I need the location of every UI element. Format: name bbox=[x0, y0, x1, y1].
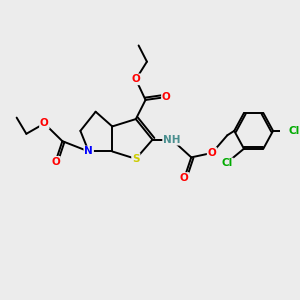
Text: N: N bbox=[84, 146, 93, 157]
Text: O: O bbox=[131, 74, 140, 84]
Text: Cl: Cl bbox=[222, 158, 233, 168]
Text: Cl: Cl bbox=[288, 126, 299, 136]
Text: O: O bbox=[162, 92, 171, 102]
Text: O: O bbox=[180, 173, 189, 183]
Text: S: S bbox=[132, 154, 140, 164]
Text: NH: NH bbox=[163, 135, 181, 145]
Text: O: O bbox=[40, 118, 49, 128]
Text: O: O bbox=[51, 157, 60, 167]
Text: O: O bbox=[208, 148, 216, 158]
